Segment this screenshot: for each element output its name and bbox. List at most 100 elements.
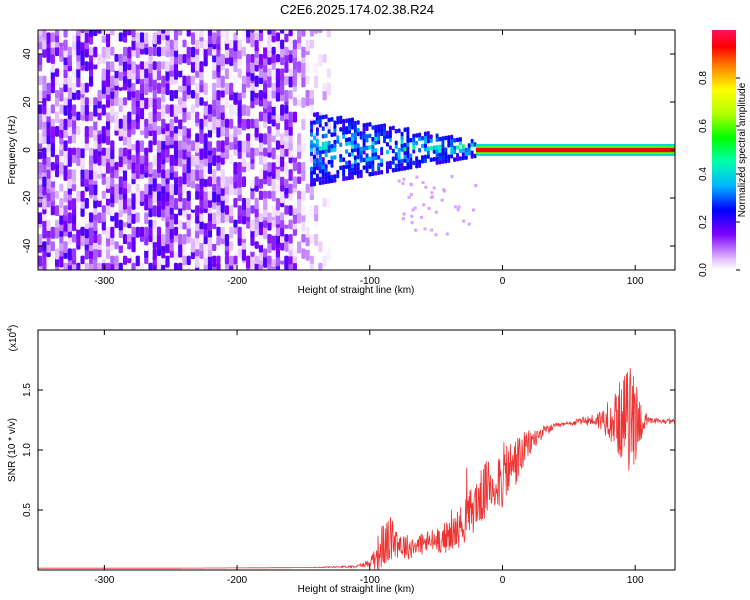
spectrogram-cell — [71, 198, 77, 210]
spectrogram-cell — [76, 90, 81, 100]
spectrogram-cell — [199, 212, 204, 222]
spectrogram-cell — [327, 117, 331, 123]
spectrogram-cell — [473, 153, 477, 159]
spectrogram-cell — [297, 198, 302, 210]
spectrogram-cell — [406, 161, 410, 167]
spectrogram-cell — [321, 134, 325, 139]
spectrogram-cell — [233, 39, 238, 52]
spectrogram-cell — [435, 152, 439, 158]
spectrogram-cell — [190, 169, 196, 182]
spectrogram-cell — [309, 61, 314, 71]
spectrogram-cell — [377, 135, 381, 141]
spectrogram-cell — [321, 172, 325, 177]
spectrogram-cell — [195, 39, 200, 49]
spectrogram-cell — [318, 30, 323, 33]
spectrogram-cell — [309, 234, 314, 244]
spectrogram-cell — [275, 154, 281, 167]
colorbar: 0.0 0.2 0.4 0.6 0.8 Normalized spectral ampl… — [698, 30, 748, 277]
spectrogram-cell — [152, 248, 157, 260]
spectrogram-cell — [127, 46, 132, 59]
spectrogram-cell — [312, 135, 316, 141]
spectrogram-cell — [271, 219, 276, 228]
spectrogram-cell — [333, 178, 337, 183]
spectrogram-cell — [400, 143, 404, 148]
spectrogram-cell — [342, 126, 346, 132]
spectrogram-cell — [441, 147, 445, 153]
spectrogram-cell — [101, 241, 106, 254]
spectrogram-cell — [237, 126, 242, 135]
spectrogram-cell — [324, 133, 328, 139]
spectrogram-cell — [190, 90, 196, 99]
spectrogram-cell — [353, 143, 357, 149]
spectrogram-cell — [327, 179, 331, 184]
spectrogram-cell — [229, 82, 234, 95]
spectrogram-cell — [199, 133, 204, 144]
spectrogram-cell — [250, 205, 255, 214]
spectrogram-cell — [216, 104, 221, 117]
spectrogram-cell — [450, 150, 454, 155]
spectrogram-cell — [345, 126, 349, 131]
spectrogram-cell — [173, 140, 179, 151]
spectrogram-cell — [353, 159, 357, 164]
spectrogram-cell — [258, 39, 264, 49]
spectrogram-cell — [305, 212, 310, 224]
spectrogram-cell — [237, 68, 242, 78]
spectrogram-cell — [400, 135, 404, 141]
spectrogram-cell — [67, 248, 72, 261]
spectrogram-cell — [165, 169, 170, 179]
spectrogram-cell — [152, 234, 157, 243]
spectrogram-cell — [161, 30, 166, 34]
spectrogram-cell — [101, 212, 106, 223]
spectrogram-cell — [267, 234, 272, 244]
spectrogram-cell — [427, 206, 431, 210]
spectrogram-cell — [233, 219, 238, 228]
spectrogram-cell — [362, 157, 366, 163]
spectrogram-cell — [144, 154, 149, 167]
spectrogram-cell — [101, 147, 106, 156]
spectrogram-cell — [161, 75, 166, 88]
spectrogram-cell — [233, 198, 238, 208]
spectrogram-cell — [444, 147, 448, 152]
spectrogram-cell — [63, 169, 68, 181]
spectrogram-cell — [426, 131, 430, 136]
spectrogram-cell — [216, 162, 221, 171]
spectrogram-cell — [275, 255, 281, 267]
spectrogram-cell — [467, 222, 471, 226]
spectrogram-cell — [212, 118, 217, 130]
spectrogram-cell — [50, 126, 55, 138]
spectrogram-cell — [362, 165, 366, 170]
spectrogram-cell — [258, 111, 264, 122]
spectrogram-cell — [423, 147, 427, 152]
spectrogram-cell — [359, 169, 363, 175]
spectrogram-cell — [229, 226, 234, 239]
spectrogram-cell — [54, 205, 60, 217]
spectrogram-cell — [434, 233, 438, 237]
spectrogram-cell — [246, 255, 251, 269]
spectrogram-cell — [156, 140, 162, 153]
spectrogram-cell — [173, 262, 179, 270]
spectrogram-cell — [122, 75, 128, 84]
spectrogram-cell — [118, 147, 123, 157]
spectrogram-cell — [199, 241, 204, 252]
spectrogram-cell — [250, 162, 255, 170]
spectrogram-cell — [305, 183, 310, 193]
spectrogram-cell — [76, 219, 81, 230]
spectrogram-cell — [114, 111, 119, 123]
spectrogram-cell — [224, 147, 230, 160]
spectrogram-cell — [241, 46, 247, 57]
spectrogram-cell — [182, 126, 187, 136]
spectrogram-cell — [314, 75, 319, 88]
spectrogram-cell — [97, 133, 102, 144]
spectrogram-cell — [284, 75, 289, 86]
spectrogram-cell — [195, 183, 200, 192]
spectrogram-cell — [101, 46, 106, 58]
spectrogram-cell — [161, 32, 166, 41]
spectrogram-cell — [127, 205, 132, 216]
spectrogram-cell — [76, 68, 81, 78]
spectrogram-cell — [318, 54, 323, 67]
spectrogram-cell — [250, 61, 255, 74]
spectrogram-cell — [447, 135, 451, 140]
spectrogram-cell — [46, 219, 51, 231]
spectrogram-cell — [93, 162, 98, 173]
spectrogram-cell — [203, 140, 208, 150]
